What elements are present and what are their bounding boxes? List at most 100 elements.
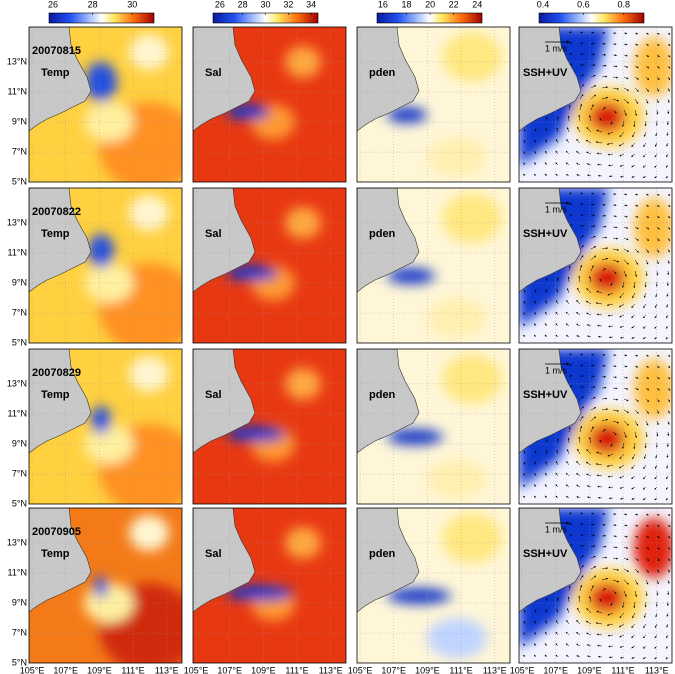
velocity-arrow [612,420,620,424]
field-features [387,193,502,338]
velocity-arrow [586,485,592,488]
ridge [634,198,672,258]
velocity-arrow [565,334,570,338]
velocity-arrow [555,311,559,316]
velocity-arrow [576,151,581,155]
velocity-arrow [612,579,620,583]
velocity-arrow [523,654,526,658]
velocity-arrow [545,461,548,466]
velocity-arrow [579,555,584,559]
velocity-arrow [634,270,637,278]
velocity-arrow [523,312,526,316]
velocity-arrow [645,568,649,573]
velocity-arrow [589,276,592,283]
panel-content [519,349,672,504]
panel-frame [518,26,673,183]
panel-content [357,349,510,504]
swirl [427,137,487,177]
velocity-arrow [579,425,583,433]
velocity-arrow [568,353,572,356]
lat-label: 5°N [12,499,27,509]
velocity-arrow [544,323,548,327]
velocity-arrow [565,150,570,155]
velocity-arrow [666,131,669,136]
velocity-arrow [556,449,559,455]
panel: Temp 20070822 13°N 11°N 9°N 7°N 5°N [7,187,183,348]
velocity-arrow [608,486,614,489]
panel-content [519,508,672,663]
velocity-arrow [634,259,639,265]
velocity-arrow [654,314,658,319]
panel: Sal [192,187,347,344]
velocity-arrow [665,497,669,501]
velocity-arrow [623,387,629,390]
swirl [129,515,169,551]
velocity-arrow [523,323,526,327]
velocity-arrow [645,259,649,265]
velocity-arrow [618,303,625,308]
velocity-arrow [579,74,584,78]
velocity-arrow [645,215,650,218]
velocity-arrow [577,607,581,614]
velocity-arrow [645,365,649,368]
velocity-arrow [579,203,584,206]
panel: Sal [192,348,347,505]
velocity-arrow [523,173,526,177]
velocity-arrow [566,288,570,294]
velocity-arrow [589,115,592,122]
velocity-arrow [595,302,603,305]
variable-label: SSH+UV [523,548,568,560]
velocity-arrow [590,214,595,217]
velocity-arrow [656,248,660,253]
velocity-arrow [656,579,659,585]
velocity-arrow [579,534,584,537]
lat-label: 11°N [8,567,27,577]
velocity-arrow [534,609,537,614]
velocity-arrow [619,475,625,479]
velocity-arrow [523,632,526,636]
velocity-arrow [534,450,537,455]
velocity-arrow [623,204,628,207]
velocity-arrow [607,131,614,135]
velocity-arrow [656,259,659,265]
velocity-arrow [544,334,548,338]
velocity-arrow [579,406,584,411]
velocity-arrow [645,513,649,516]
velocity-arrow [568,42,573,45]
velocity-arrow [590,94,597,100]
velocity-arrow [612,87,620,90]
velocity-arrow [545,289,548,294]
panel-frame [192,187,347,344]
velocity-arrow [555,323,559,327]
velocity-arrow [590,585,594,592]
velocity-arrow [545,631,548,636]
swirl [84,424,134,464]
velocity-arrow [666,475,669,480]
velocity-arrow [607,153,614,156]
velocity-arrow [619,153,625,157]
velocity-arrow [631,497,636,500]
velocity-arrow [590,104,594,111]
velocity-arrow [523,289,526,294]
velocity-arrow [667,398,671,403]
velocity-arrow [667,87,670,92]
land [357,27,420,132]
velocity-arrow [578,436,581,444]
velocity-arrow [656,590,659,596]
velocity-arrow [607,634,614,637]
velocity-arrow [601,429,606,433]
velocity-arrow [623,579,629,585]
swirl [442,193,502,243]
velocity-arrow [634,98,639,104]
velocity-arrow [645,98,649,104]
velocity-arrow [590,31,595,34]
velocity-arrow [578,114,581,122]
colorbar-tick-label: 26 [48,0,58,9]
variable-label: Sal [205,389,222,401]
velocity-arrow [623,398,629,402]
scale-label: 1 m/s [545,43,568,53]
swirl [285,46,321,78]
velocity-arrow [633,442,636,450]
velocity-arrow [642,153,647,158]
colorbar-tick-label: 32 [283,0,293,9]
